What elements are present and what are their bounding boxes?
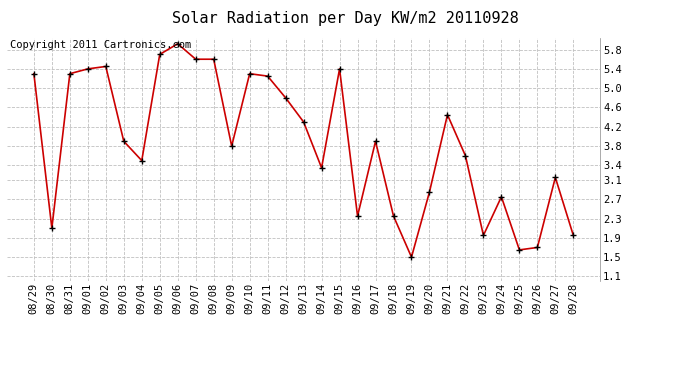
Text: Copyright 2011 Cartronics.com: Copyright 2011 Cartronics.com <box>10 40 191 50</box>
Text: Solar Radiation per Day KW/m2 20110928: Solar Radiation per Day KW/m2 20110928 <box>172 11 518 26</box>
